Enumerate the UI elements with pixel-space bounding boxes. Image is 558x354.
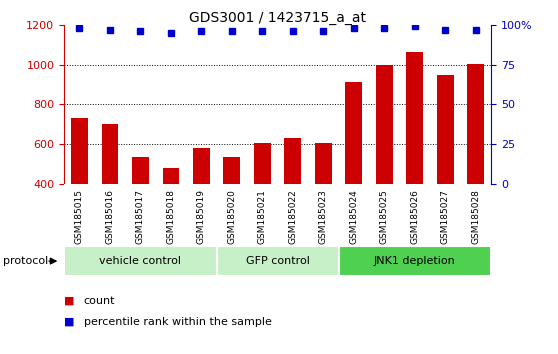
- Text: JNK1 depletion: JNK1 depletion: [374, 256, 456, 266]
- Text: protocol: protocol: [3, 256, 48, 266]
- Text: percentile rank within the sample: percentile rank within the sample: [84, 317, 272, 327]
- Bar: [345, 81, 362, 264]
- Text: GSM185015: GSM185015: [75, 189, 84, 244]
- Bar: [102, 124, 118, 264]
- Text: GSM185024: GSM185024: [349, 189, 358, 244]
- Text: ■: ■: [64, 317, 75, 327]
- Text: GSM185021: GSM185021: [258, 189, 267, 244]
- Bar: [64, 246, 217, 276]
- Text: GSM185019: GSM185019: [197, 189, 206, 244]
- Bar: [254, 143, 271, 264]
- Bar: [285, 138, 301, 264]
- Text: GSM185017: GSM185017: [136, 189, 145, 244]
- Text: GFP control: GFP control: [246, 256, 310, 266]
- Text: GSM185025: GSM185025: [380, 189, 389, 244]
- Bar: [406, 52, 423, 264]
- Bar: [162, 168, 179, 264]
- Text: ■: ■: [64, 296, 75, 306]
- Bar: [132, 157, 149, 264]
- Text: count: count: [84, 296, 115, 306]
- Bar: [315, 143, 331, 264]
- Bar: [376, 64, 393, 264]
- Text: GDS3001 / 1423715_a_at: GDS3001 / 1423715_a_at: [189, 11, 366, 25]
- Bar: [71, 118, 88, 264]
- Bar: [437, 75, 454, 264]
- Bar: [217, 246, 339, 276]
- Bar: [339, 246, 491, 276]
- Text: GSM185026: GSM185026: [410, 189, 419, 244]
- Text: GSM185020: GSM185020: [227, 189, 237, 244]
- Text: GSM185016: GSM185016: [105, 189, 114, 244]
- Bar: [224, 157, 240, 264]
- Bar: [468, 64, 484, 264]
- Text: GSM185023: GSM185023: [319, 189, 328, 244]
- Text: GSM185022: GSM185022: [288, 189, 297, 244]
- Text: GSM185027: GSM185027: [441, 189, 450, 244]
- Text: GSM185028: GSM185028: [472, 189, 480, 244]
- Bar: [193, 148, 210, 264]
- Text: vehicle control: vehicle control: [99, 256, 181, 266]
- Text: GSM185018: GSM185018: [166, 189, 175, 244]
